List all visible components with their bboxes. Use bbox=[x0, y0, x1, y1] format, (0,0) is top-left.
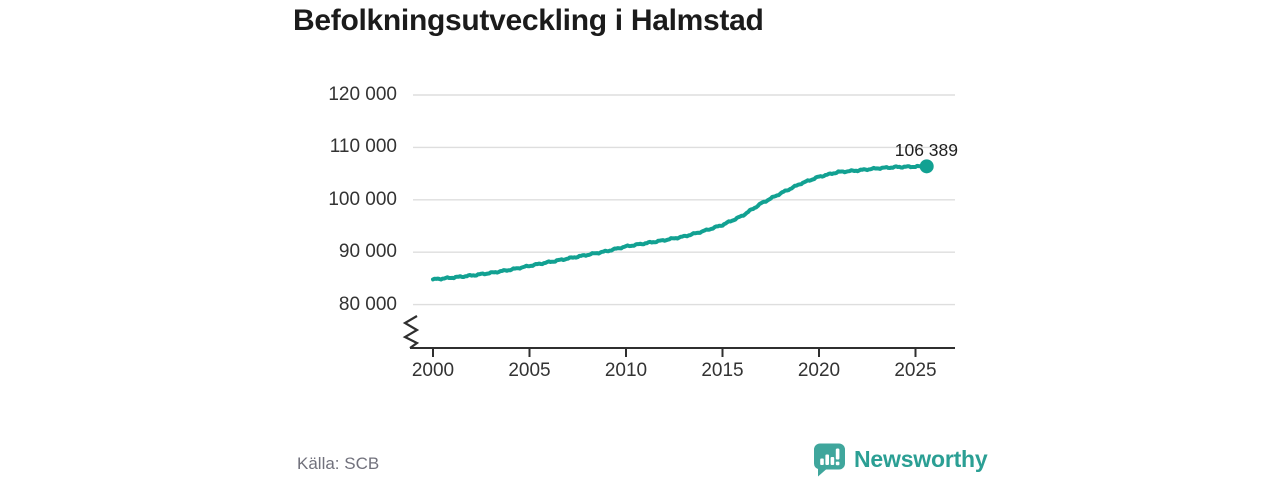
x-axis-label: 2010 bbox=[604, 360, 648, 381]
y-axis-label: 120 000 bbox=[328, 84, 397, 105]
y-axis-label: 100 000 bbox=[328, 188, 397, 210]
x-axis-label: 2020 bbox=[797, 360, 841, 381]
bar-chart-speech-bubble-icon bbox=[814, 443, 845, 477]
x-axis-label: 2025 bbox=[894, 360, 937, 381]
x-axis-label: 2005 bbox=[508, 360, 551, 381]
y-axis-break-icon bbox=[402, 315, 420, 349]
endpoint-dot bbox=[919, 159, 934, 174]
y-axis-label: 110 000 bbox=[329, 136, 397, 158]
newsworthy-logo: Newsworthy bbox=[812, 442, 988, 477]
x-axis-label: 2015 bbox=[701, 360, 744, 381]
source-label: Källa: SCB bbox=[297, 454, 380, 473]
endpoint-value-label: 106 389 bbox=[894, 140, 958, 160]
chart-title: Befolkningsutveckling i Halmstad bbox=[293, 4, 764, 37]
chart-plot-area bbox=[402, 94, 955, 357]
newsworthy-logo-text: Newsworthy bbox=[854, 446, 988, 472]
x-axis-label: 2000 bbox=[411, 360, 455, 381]
population-line bbox=[431, 163, 929, 282]
y-axis-label: 90 000 bbox=[338, 241, 397, 263]
y-axis-label: 80 000 bbox=[338, 293, 397, 315]
